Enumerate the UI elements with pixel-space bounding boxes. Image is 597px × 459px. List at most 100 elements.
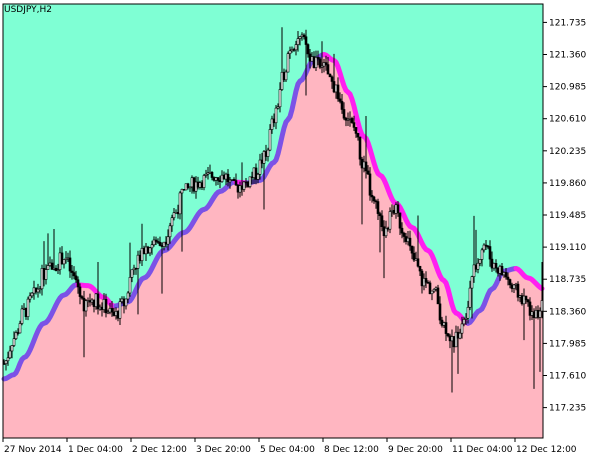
candle [480, 247, 484, 267]
x-tick-label: 12 Dec 12:00 [516, 445, 577, 455]
candle [470, 275, 474, 319]
candle-body [188, 186, 192, 189]
candle-body [228, 179, 232, 183]
candle [508, 278, 512, 289]
candle-body [92, 299, 96, 307]
ma-segment [113, 179, 239, 309]
candle-body [60, 252, 64, 265]
candle [462, 316, 466, 327]
candle-body [224, 173, 228, 180]
candle [524, 295, 528, 304]
candle [12, 331, 16, 347]
candle [378, 211, 382, 253]
candle [216, 176, 220, 185]
candle [202, 173, 206, 191]
below-fill-path [3, 54, 543, 438]
candle [528, 297, 532, 321]
x-tick-label: 2 Dec 12:00 [132, 445, 187, 455]
candle-body [432, 289, 436, 292]
ma-segment [465, 266, 519, 326]
candle [28, 292, 32, 303]
candle-body [466, 306, 470, 319]
candle [478, 258, 482, 267]
candle [56, 263, 60, 275]
candle-body [28, 295, 32, 300]
x-tick-label: 5 Dec 04:00 [260, 445, 315, 455]
candle-body [190, 177, 194, 188]
candle-body [82, 297, 86, 312]
candle [320, 41, 324, 74]
candle-body [446, 333, 450, 337]
candle-body [470, 276, 474, 289]
y-tick-label: 121.735 [549, 18, 586, 28]
candle-body [370, 194, 374, 198]
x-tick-label: 8 Dec 12:00 [324, 445, 379, 455]
candle [400, 222, 404, 239]
candle [302, 33, 306, 40]
candle-body [506, 276, 510, 280]
candle [298, 36, 302, 46]
candle-body [72, 272, 76, 277]
candle-body [258, 159, 262, 175]
candle [76, 276, 80, 294]
candle-body [36, 288, 40, 293]
candle [266, 147, 270, 162]
candle-body [158, 241, 162, 246]
candle [352, 115, 356, 131]
candle-body [84, 300, 88, 312]
candle-body [480, 249, 484, 260]
candle-body [62, 259, 66, 265]
candle [150, 240, 154, 255]
candle [516, 281, 520, 302]
candle-body [152, 239, 156, 246]
x-tick-label: 1 Dec 04:00 [68, 445, 123, 455]
candle-body [354, 127, 358, 134]
candle-body [482, 244, 486, 251]
candle [124, 298, 128, 310]
candle-body [128, 277, 132, 294]
candle [306, 43, 310, 58]
candle-body [324, 62, 328, 65]
candle-body [70, 270, 74, 273]
candle [484, 239, 488, 250]
y-tick-label: 119.485 [549, 211, 586, 221]
candle [464, 313, 468, 325]
candle [20, 305, 24, 326]
candle-body [242, 181, 246, 190]
candle-body [316, 57, 320, 60]
candle [438, 296, 442, 325]
candle-body [384, 227, 388, 237]
candle [430, 290, 434, 301]
candle [396, 201, 400, 217]
candle [72, 266, 76, 280]
candle-body [330, 76, 334, 82]
candle [70, 264, 74, 280]
candle-body [236, 184, 240, 193]
candle [488, 240, 492, 267]
candle [466, 300, 470, 324]
candle-body [8, 350, 12, 359]
candle-body [122, 298, 126, 307]
candle-body [20, 308, 24, 324]
candle [258, 153, 262, 180]
candle [186, 182, 190, 190]
y-tick-label: 117.610 [549, 372, 586, 382]
candle [444, 315, 448, 342]
candle [424, 271, 428, 288]
candle-body [364, 161, 368, 172]
candle-body [148, 247, 152, 254]
candle [170, 214, 174, 232]
candle-body [162, 241, 166, 247]
candle [106, 309, 110, 315]
candle [60, 246, 64, 265]
moving-average-line [1, 52, 545, 382]
x-tick-label: 3 Dec 20:00 [196, 445, 251, 455]
candle-body [284, 71, 288, 81]
candle [316, 50, 320, 66]
candle [294, 40, 298, 56]
candle-body [356, 133, 360, 138]
candle-body [304, 36, 308, 45]
candle-body [174, 212, 178, 214]
candle [136, 250, 140, 315]
candle [192, 176, 196, 194]
